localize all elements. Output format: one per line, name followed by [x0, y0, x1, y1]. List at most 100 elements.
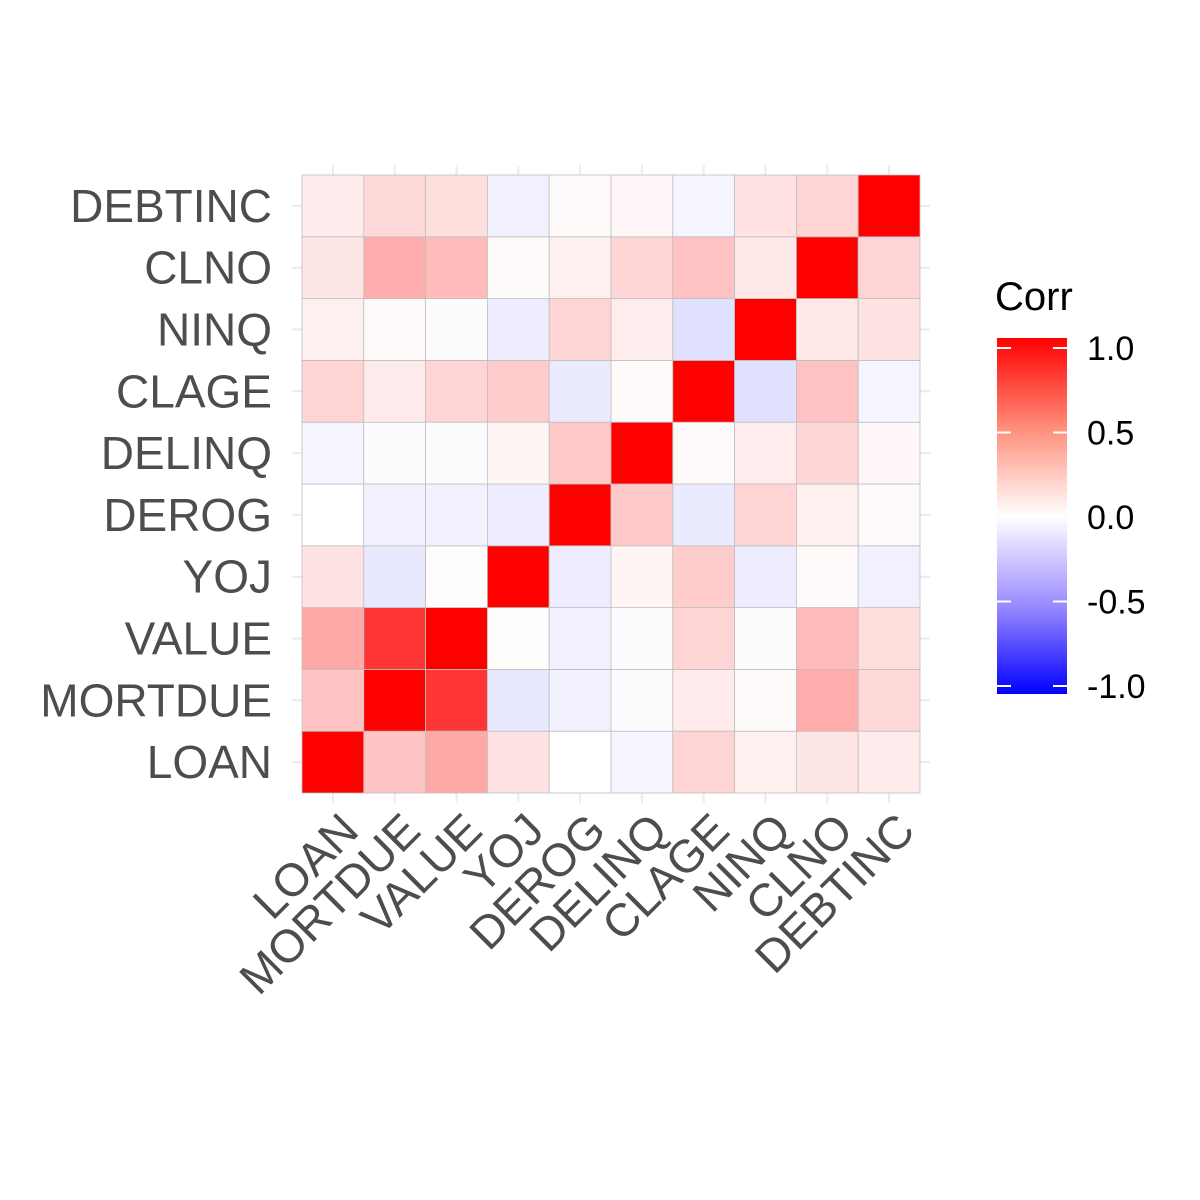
heatmap-cell-yoj-mortdue: [486, 669, 550, 732]
heatmap-cell-ninq-ninq: [734, 298, 797, 361]
heatmap-cell-delinq-value: [610, 607, 674, 670]
heatmap-cell-ninq-mortdue: [734, 669, 797, 732]
heatmap-cell-mortdue-loan: [363, 730, 426, 794]
heatmap-cell-loan-derog: [301, 483, 365, 547]
legend-tick-label: -0.5: [1087, 584, 1146, 622]
heatmap-cell-loan-delinq: [301, 421, 365, 485]
heatmap-cell-derog-debtinc: [548, 174, 612, 238]
heatmap-cell-debtinc-yoj: [857, 545, 921, 608]
y-tick-clage: CLAGE: [116, 365, 272, 417]
y-tick-value: VALUE: [125, 613, 272, 665]
heatmap-cell-clno-loan: [796, 730, 859, 794]
heatmap-cell-clage-value: [672, 607, 735, 670]
heatmap-cell-debtinc-clage: [857, 359, 921, 423]
y-tick-derog: DEROG: [103, 489, 272, 541]
heatmap-cell-debtinc-loan: [857, 730, 921, 794]
heatmap-cell-value-ninq: [425, 298, 488, 361]
heatmap-cell-loan-mortdue: [301, 669, 365, 732]
heatmap-cell-mortdue-clno: [363, 236, 426, 300]
heatmap-cell-mortdue-yoj: [363, 545, 426, 608]
heatmap-cell-clno-clno: [796, 236, 859, 300]
heatmap-cell-clage-yoj: [672, 545, 735, 608]
heatmap-cells: [301, 174, 921, 794]
y-tick-loan: LOAN: [147, 736, 272, 788]
heatmap-cell-clage-mortdue: [672, 669, 735, 732]
y-tick-debtinc: DEBTINC: [70, 180, 272, 232]
heatmap-cell-yoj-value: [486, 607, 550, 670]
heatmap-cell-clage-ninq: [672, 298, 735, 361]
heatmap-cell-yoj-ninq: [486, 298, 550, 361]
heatmap-cell-delinq-clage: [610, 359, 674, 423]
heatmap-cell-delinq-debtinc: [610, 174, 674, 238]
heatmap-cell-clno-value: [796, 607, 859, 670]
heatmap-cell-ninq-clno: [734, 236, 797, 300]
heatmap-cell-loan-debtinc: [301, 174, 365, 238]
heatmap-cell-clage-clno: [672, 236, 735, 300]
heatmap-cell-value-debtinc: [425, 174, 488, 238]
heatmap-cell-loan-value: [301, 607, 365, 670]
heatmap-cell-mortdue-value: [363, 607, 426, 670]
heatmap-cell-debtinc-value: [857, 607, 921, 670]
heatmap-cell-derog-ninq: [548, 298, 612, 361]
heatmap-cell-delinq-delinq: [610, 421, 674, 485]
heatmap-cell-ninq-yoj: [734, 545, 797, 608]
x-axis-tick-labels: LOANMORTDUEVALUEYOJDEROGDELINQCLAGENINQC…: [229, 803, 924, 1004]
heatmap-cell-value-value: [425, 607, 488, 670]
heatmap-cell-value-clage: [425, 359, 488, 423]
y-tick-delinq: DELINQ: [101, 427, 272, 479]
heatmap-cell-delinq-ninq: [610, 298, 674, 361]
heatmap-cell-yoj-loan: [486, 730, 550, 794]
heatmap-cell-mortdue-ninq: [363, 298, 426, 361]
heatmap-cell-derog-yoj: [548, 545, 612, 608]
heatmap-cell-debtinc-clno: [857, 236, 921, 300]
heatmap-cell-yoj-yoj: [486, 545, 550, 608]
heatmap-cell-ninq-debtinc: [734, 174, 797, 238]
heatmap-cell-clno-derog: [796, 483, 859, 547]
heatmap-cell-mortdue-delinq: [363, 421, 426, 485]
heatmap-cell-clno-clage: [796, 359, 859, 423]
heatmap-cell-ninq-value: [734, 607, 797, 670]
y-tick-ninq: NINQ: [157, 304, 272, 356]
heatmap-cell-clno-delinq: [796, 421, 859, 485]
heatmap-cell-clage-clage: [672, 359, 735, 423]
legend-tick-label: 0.5: [1087, 415, 1134, 453]
heatmap-cell-loan-loan: [301, 730, 365, 794]
heatmap-cell-mortdue-debtinc: [363, 174, 426, 238]
heatmap-cell-debtinc-derog: [857, 483, 921, 547]
heatmap-cell-clage-delinq: [672, 421, 735, 485]
legend-tick-label: 1.0: [1087, 330, 1134, 368]
heatmap-cell-clage-derog: [672, 483, 735, 547]
y-tick-clno: CLNO: [144, 242, 272, 294]
heatmap-cell-yoj-debtinc: [486, 174, 550, 238]
heatmap-cell-value-delinq: [425, 421, 488, 485]
heatmap-cell-yoj-derog: [486, 483, 550, 547]
y-tick-yoj: YOJ: [183, 551, 272, 603]
heatmap-cell-ninq-clage: [734, 359, 797, 423]
heatmap-cell-debtinc-delinq: [857, 421, 921, 485]
heatmap-cell-delinq-loan: [610, 730, 674, 794]
legend-tick-label: 0.0: [1087, 499, 1134, 537]
heatmap-cell-clage-loan: [672, 730, 735, 794]
heatmap-cell-debtinc-debtinc: [857, 174, 921, 238]
heatmap-cell-clno-mortdue: [796, 669, 859, 732]
heatmap-cell-value-mortdue: [425, 669, 488, 732]
heatmap-cell-derog-loan: [548, 730, 612, 794]
heatmap-cell-delinq-clno: [610, 236, 674, 300]
y-tick-mortdue: MORTDUE: [40, 674, 272, 726]
heatmap-cell-loan-yoj: [301, 545, 365, 608]
heatmap-cell-delinq-mortdue: [610, 669, 674, 732]
color-legend: Corr 1.0 0.5 0.0 -0.5 -1.0: [995, 275, 1146, 706]
heatmap-cell-clno-debtinc: [796, 174, 859, 238]
legend-ticks: 1.0 0.5 0.0 -0.5 -1.0: [997, 330, 1146, 706]
heatmap-cell-ninq-derog: [734, 483, 797, 547]
heatmap-cell-derog-delinq: [548, 421, 612, 485]
legend-title: Corr: [995, 275, 1073, 319]
heatmap-cell-mortdue-mortdue: [363, 669, 426, 732]
heatmap-cell-clno-ninq: [796, 298, 859, 361]
heatmap-cell-value-derog: [425, 483, 488, 547]
legend-tick-label: -1.0: [1087, 668, 1146, 706]
heatmap-cell-value-clno: [425, 236, 488, 300]
heatmap-cell-yoj-clno: [486, 236, 550, 300]
heatmap-cell-loan-clage: [301, 359, 365, 423]
